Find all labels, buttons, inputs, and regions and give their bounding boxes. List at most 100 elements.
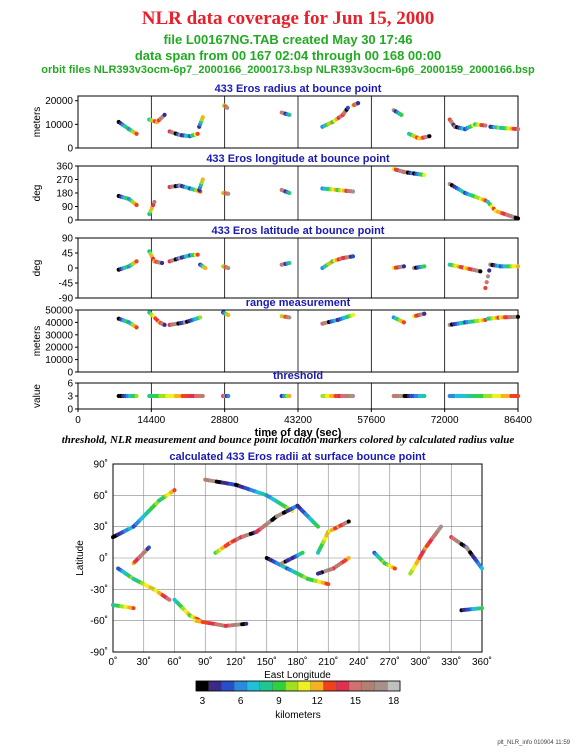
map-x-tick-label: 210˚ — [318, 656, 338, 668]
colorbar-swatch — [387, 680, 401, 692]
map-y-tick-label: 90˚ — [94, 459, 108, 471]
data-point — [515, 314, 521, 319]
data-point — [401, 264, 407, 269]
colorbar-swatch — [297, 680, 312, 692]
colorbar-tick-label: 6 — [238, 696, 244, 707]
x-tick-label: 0 — [75, 415, 81, 426]
colorbar-swatch — [234, 680, 248, 692]
colorbar-swatch — [336, 680, 350, 692]
data-point — [225, 105, 230, 110]
map-x-tick-label: 300˚ — [410, 656, 430, 668]
x-tick-label: 43200 — [284, 415, 312, 426]
data-point — [345, 105, 351, 110]
data-point — [401, 320, 407, 325]
data-point — [355, 100, 361, 106]
data-point — [162, 322, 167, 327]
data-point — [350, 312, 356, 318]
map-x-tick-label: 360˚ — [472, 656, 492, 668]
data-point — [287, 190, 292, 196]
x-tick-label: 86400 — [504, 415, 532, 426]
map-data-point — [480, 606, 484, 611]
map-x-tick-label: 330˚ — [441, 656, 461, 668]
y-axis-label: value — [32, 384, 43, 408]
data-point — [134, 202, 139, 208]
footer-stamp: plt_NLR_info 010904 11:59 — [497, 740, 570, 746]
colorbar — [195, 680, 401, 692]
colorbar-swatch — [246, 680, 261, 692]
data-point — [515, 126, 521, 132]
data-point — [203, 265, 208, 271]
y-tick-label: 10000 — [45, 355, 73, 366]
colorbar-swatch — [259, 680, 273, 692]
map-x-tick-label: 60˚ — [167, 656, 181, 668]
data-point — [485, 274, 491, 279]
y-tick-label: 0 — [67, 216, 73, 227]
map-data-point — [480, 566, 484, 571]
x-tick-label: 14400 — [137, 415, 165, 426]
colorbar-swatch — [221, 680, 235, 692]
y-tick-label: 10000 — [45, 120, 73, 131]
y-tick-label: 0 — [67, 368, 73, 379]
colorbar-tick-label: 9 — [276, 696, 282, 707]
x-tick-label: 57600 — [357, 415, 385, 426]
data-point — [159, 260, 165, 266]
data-point — [515, 264, 521, 269]
colorbar-swatch — [310, 680, 324, 692]
data-point — [483, 123, 488, 128]
data-point — [134, 131, 139, 136]
colorbar-swatch — [323, 680, 337, 692]
map-y-tick-label: -60˚ — [90, 615, 108, 627]
map-x-tick-label: 0˚ — [109, 656, 118, 668]
map-data-point — [131, 606, 136, 611]
figure-caption: threshold, NLR measurement and bounce po… — [61, 434, 515, 446]
panel-title: range measurement — [246, 297, 351, 309]
data-point — [152, 199, 157, 205]
y-tick-label: 0 — [67, 405, 73, 416]
data-point — [200, 177, 205, 182]
map-y-tick-label: -30˚ — [90, 584, 108, 596]
map-data-point — [439, 524, 443, 529]
y-tick-label: -45 — [59, 279, 74, 290]
map-x-axis-label: East Longitude — [264, 670, 331, 681]
map-data-point — [346, 519, 351, 524]
data-point — [226, 191, 231, 196]
data-point — [422, 311, 427, 316]
map-data-point — [146, 545, 151, 550]
data-point — [287, 393, 292, 399]
map-y-tick-label: 60˚ — [94, 490, 108, 502]
map-x-tick-label: 90˚ — [198, 656, 212, 668]
data-point — [162, 112, 167, 118]
y-tick-label: 0 — [67, 144, 73, 155]
map-x-tick-label: 120˚ — [226, 656, 246, 668]
map-y-tick-label: 30˚ — [94, 521, 108, 533]
y-tick-label: 90 — [62, 202, 74, 213]
colorbar-tick-label: 15 — [350, 696, 362, 707]
time-panel-2 — [75, 237, 521, 299]
colorbar-swatch — [285, 680, 299, 692]
data-point — [226, 393, 231, 399]
y-tick-label: 270 — [56, 175, 73, 186]
panel-title: threshold — [273, 370, 323, 382]
map-x-tick-label: 240˚ — [349, 656, 369, 668]
data-point — [515, 216, 521, 221]
data-point — [484, 280, 489, 285]
colorbar-swatch — [272, 680, 286, 692]
data-point — [226, 265, 231, 271]
colorbar-swatch — [361, 680, 375, 692]
y-tick-label: 90 — [62, 234, 74, 245]
map-y-tick-label: 0˚ — [99, 553, 108, 565]
colorbar-swatch — [195, 680, 210, 692]
y-tick-label: 40000 — [45, 318, 73, 329]
data-point — [422, 264, 427, 269]
y-tick-label: 30000 — [45, 330, 73, 341]
colorbar-swatch — [348, 680, 363, 692]
data-point — [195, 252, 200, 257]
y-tick-label: 0 — [67, 264, 73, 275]
data-point — [134, 325, 139, 330]
data-point — [287, 112, 292, 118]
panel-title: 433 Eros latitude at bounce point — [212, 225, 385, 237]
y-tick-label: -90 — [59, 294, 74, 305]
data-point — [350, 393, 356, 399]
colorbar-label: kilometers — [275, 710, 321, 721]
